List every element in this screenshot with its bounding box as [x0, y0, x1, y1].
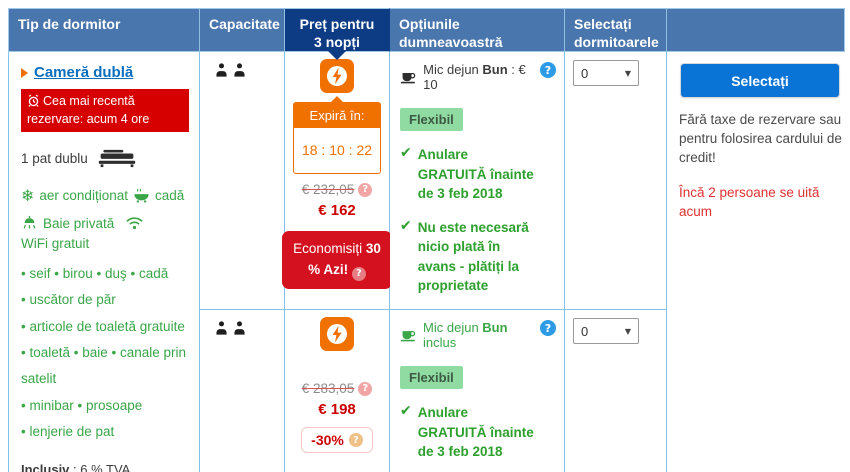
amenity-bullet-line: • toaletă • baie • canale prin satelit	[21, 344, 187, 387]
select-cell-row1: 0 ▼	[565, 52, 667, 310]
person-icon	[234, 63, 245, 77]
breakfast-help-icon[interactable]: ?	[540, 320, 556, 336]
discount-chip: -30% ?	[301, 427, 373, 453]
savings-text: Economisiți	[293, 241, 366, 256]
breakfast-coffee-icon	[400, 72, 416, 84]
breakfast-coffee-icon	[400, 330, 416, 342]
amenity-bullet-line: • articole de toaletă gratuite	[21, 318, 185, 334]
free-cancellation-text: Anulare GRATUITĂ înainte de 3 feb 2018	[417, 405, 534, 460]
person-icon	[216, 63, 227, 77]
person-icon	[234, 321, 245, 335]
countdown-title: Expiră în:	[294, 103, 380, 128]
room-rates-table: Tip de dormitor Capacitate Preț pentru 3…	[8, 8, 845, 472]
free-cancellation-item: ✔ Anulare GRATUITĂ înainte de 3 feb 2018	[400, 403, 556, 462]
chevron-down-icon: ▼	[624, 326, 631, 336]
wifi-icon	[126, 217, 143, 230]
current-price: € 162	[318, 202, 356, 219]
select-cell-row2: 0 ▼	[565, 310, 667, 472]
old-price: € 283,05	[301, 381, 355, 396]
current-price: € 198	[318, 401, 356, 418]
select-button[interactable]: Selectați	[681, 64, 839, 97]
options-cell-row2: Mic dejun Bun inclus ? Flexibil ✔ Anular…	[390, 310, 565, 472]
old-price: € 232,05	[301, 182, 355, 197]
bed-count-label: 1 pat dublu	[21, 150, 88, 166]
breakfast-text: Mic dejun Bun : € 10	[423, 62, 526, 92]
header-options: Opțiunile dumneavoastră	[390, 8, 565, 52]
header-select-rooms: Selectați dormitoarele	[565, 8, 667, 52]
selected-quantity: 0	[581, 65, 589, 81]
price-help-icon[interactable]: ?	[358, 182, 373, 197]
deal-countdown-tooltip: Expiră în: 18 : 10 : 22	[293, 96, 381, 174]
checkmark-icon: ✔	[400, 217, 412, 234]
amenity-ac-label: aer condiționat	[39, 188, 128, 203]
selected-quantity: 0	[581, 323, 589, 339]
capacity-cell-row2	[200, 310, 285, 472]
checkmark-icon: ✔	[400, 145, 412, 161]
flexible-tag: Flexibil	[400, 108, 463, 131]
rooms-quantity-select[interactable]: 0 ▼	[573, 318, 639, 344]
flash-deal-icon[interactable]	[320, 317, 354, 351]
chevron-down-icon: ▼	[624, 68, 631, 78]
urgency-message: Încă 2 persoane se uită acum	[679, 184, 820, 219]
double-bed-icon	[98, 149, 135, 168]
bathtub-icon	[134, 188, 149, 203]
shower-icon	[23, 215, 36, 229]
price-cell-row2: € 283,05 ? € 198 -30% ?	[285, 310, 390, 472]
header-price-selected: Preț pentru 3 nopți	[285, 8, 390, 60]
rooms-quantity-select[interactable]: 0 ▼	[573, 60, 639, 86]
amenity-bullet-line: • uscător de păr	[21, 292, 116, 308]
discount-help-icon[interactable]: ?	[348, 433, 363, 447]
amenity-bullet-list: • seif • birou • duş • cadă • uscător de…	[21, 261, 189, 445]
person-icon	[216, 321, 227, 335]
header-filler	[667, 8, 845, 52]
free-cancellation-item: ✔ Anulare GRATUITĂ înainte de 3 feb 2018	[400, 145, 556, 204]
amenity-bullet-line: • minibar • prosoape	[21, 397, 143, 413]
room-name-link[interactable]: Cameră dublă	[34, 64, 134, 81]
no-prepayment-item: ✔ Nu este necesară nicio plată în avans …	[400, 218, 556, 296]
breakfast-text: Mic dejun Bun inclus	[423, 320, 508, 350]
no-prepayment-text: Nu este necesară nicio plată în avans - …	[417, 219, 529, 294]
discount-percent: -30%	[311, 432, 344, 448]
tax-inclusive-label: Inclusiv	[21, 462, 70, 472]
room-type-cell: Cameră dublă Cea mai recentă rezervare: …	[8, 52, 200, 472]
no-fees-note: Fără taxe de rezervare sau pentru folosi…	[679, 112, 842, 165]
breakfast-help-icon[interactable]: ?	[540, 62, 556, 78]
savings-help-icon[interactable]: ?	[351, 266, 366, 281]
price-help-icon[interactable]: ?	[358, 381, 373, 396]
free-cancellation-text: Anulare GRATUITĂ înainte de 3 feb 2018	[417, 147, 534, 202]
air-conditioning-icon: ❄	[21, 186, 35, 205]
checkmark-icon: ✔	[400, 403, 412, 419]
price-cell-row1: Expiră în: 18 : 10 : 22 € 232,05 ? € 162…	[282, 52, 392, 310]
recent-booking-badge: Cea mai recentă rezervare: acum 4 ore	[21, 89, 189, 132]
savings-badge: Economisiți 30 % Azi! ?	[282, 231, 392, 289]
header-capacity: Capacitate	[200, 8, 285, 52]
capacity-cell-row1	[200, 52, 285, 310]
recent-booking-text: Cea mai recentă rezervare: acum 4 ore	[27, 94, 150, 126]
amenity-private-bath-label: Baie privată	[43, 215, 115, 231]
alarm-clock-icon	[28, 94, 39, 107]
expand-triangle-icon	[21, 67, 28, 78]
amenity-bullet-line: • lenjerie de pat	[21, 423, 115, 439]
options-cell-row1: Mic dejun Bun : € 10 ? Flexibil ✔ Anular…	[390, 52, 565, 310]
amenity-bullet-line: • seif • birou • duş • cadă	[21, 266, 169, 281]
reserve-panel: Selectați Fără taxe de rezervare sau pen…	[667, 52, 845, 472]
tax-info: Inclusiv : 6 % TVA Exclusiv : taxă de or…	[21, 461, 189, 472]
flexible-tag: Flexibil	[400, 366, 463, 389]
countdown-time: 18 : 10 : 22	[301, 142, 373, 158]
savings-percent: 30 % Azi!	[308, 241, 381, 277]
tax-inclusive-text: : 6 % TVA	[69, 462, 131, 472]
header-room-type: Tip de dormitor	[8, 8, 200, 52]
amenity-bath-label: cadă	[154, 188, 185, 203]
amenity-wifi-label: WiFi gratuit	[21, 236, 90, 251]
flash-deal-icon[interactable]	[320, 59, 354, 93]
